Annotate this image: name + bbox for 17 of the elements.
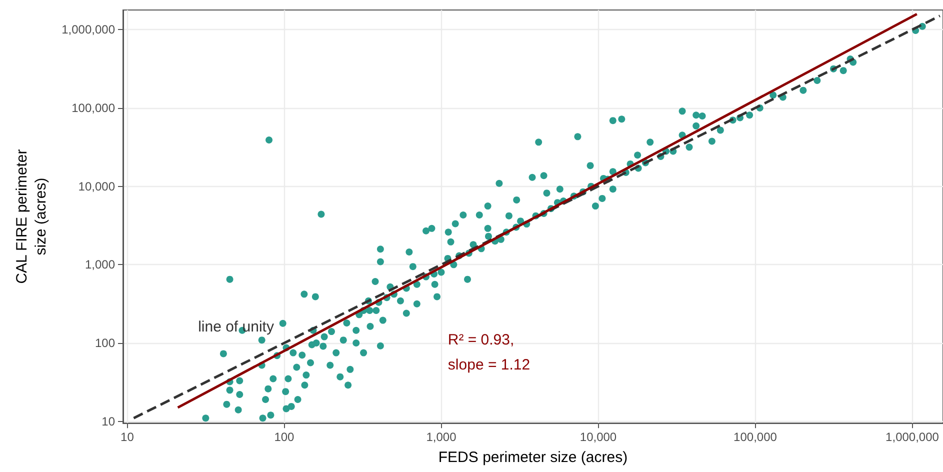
y-tick-label: 1,000,000 [62,22,116,37]
x-tick-label: 1,000 [426,430,457,444]
x-axis-title: FEDS perimeter size (acres) [438,449,628,466]
annotation: R² = 0.93, [448,332,514,348]
annotation: line of unity [198,318,274,336]
x-tick-label: 10 [120,430,134,444]
y-tick-label: 1,000 [84,258,116,272]
y-tick-label: 100,000 [72,100,116,115]
y-tick-label: 100 [94,336,116,350]
y-axis-title: CAL FIRE perimeter size (acres) [14,149,50,284]
x-tick-label: 100 [274,430,295,444]
annotation: slope = 1.12 [448,356,530,374]
y-tick-label: 10,000 [78,179,116,194]
x-tick-label: 100,000 [734,430,778,444]
y-tick-label: 10 [102,414,116,428]
x-tick-label: 10,000 [580,430,617,444]
x-tick-label: 1,000,000 [886,430,940,444]
